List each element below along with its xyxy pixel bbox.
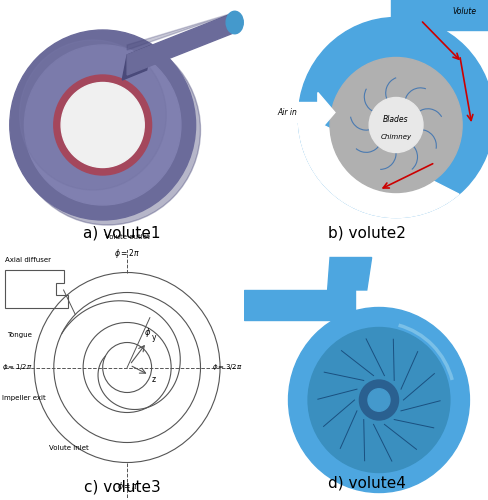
- Polygon shape: [122, 45, 151, 80]
- Polygon shape: [327, 258, 371, 290]
- Text: Tongue: Tongue: [7, 332, 32, 338]
- Circle shape: [24, 45, 181, 205]
- Circle shape: [368, 98, 422, 152]
- Polygon shape: [390, 0, 488, 30]
- Text: $\phi = 3/2\pi$: $\phi = 3/2\pi$: [211, 362, 242, 372]
- Circle shape: [298, 18, 488, 218]
- Circle shape: [359, 380, 398, 420]
- Text: Axial diffuser: Axial diffuser: [5, 258, 51, 264]
- Circle shape: [367, 389, 389, 411]
- Text: c) volute3: c) volute3: [84, 480, 160, 495]
- Circle shape: [307, 328, 449, 472]
- Text: b) volute2: b) volute2: [327, 225, 405, 240]
- Circle shape: [15, 35, 200, 225]
- Circle shape: [20, 40, 166, 190]
- Text: Volute: Volute: [452, 8, 476, 16]
- Polygon shape: [264, 92, 334, 132]
- Ellipse shape: [225, 11, 243, 34]
- Text: $\phi = 2\pi$: $\phi = 2\pi$: [114, 247, 140, 260]
- Text: z: z: [151, 376, 155, 384]
- Text: d) volute4: d) volute4: [327, 475, 405, 490]
- Polygon shape: [244, 290, 354, 320]
- Circle shape: [10, 30, 195, 220]
- Text: y: y: [151, 333, 156, 342]
- Circle shape: [329, 58, 461, 192]
- Text: Chimney: Chimney: [380, 134, 411, 140]
- Circle shape: [54, 75, 151, 175]
- Text: $\phi = 1/2\pi$: $\phi = 1/2\pi$: [2, 362, 33, 372]
- Text: Impeller exit: Impeller exit: [2, 395, 46, 401]
- Circle shape: [61, 82, 144, 168]
- Text: $\phi$: $\phi$: [144, 326, 151, 339]
- Text: Volute inlet: Volute inlet: [49, 445, 88, 451]
- Polygon shape: [127, 12, 234, 75]
- Polygon shape: [127, 12, 234, 50]
- Text: Volute outlet: Volute outlet: [104, 234, 149, 240]
- Polygon shape: [298, 25, 458, 218]
- Text: Air in: Air in: [277, 108, 297, 117]
- Text: $\phi = \pi$: $\phi = \pi$: [116, 480, 138, 493]
- Text: a) volute1: a) volute1: [83, 225, 161, 240]
- Circle shape: [288, 308, 468, 492]
- Text: Blades: Blades: [383, 116, 408, 124]
